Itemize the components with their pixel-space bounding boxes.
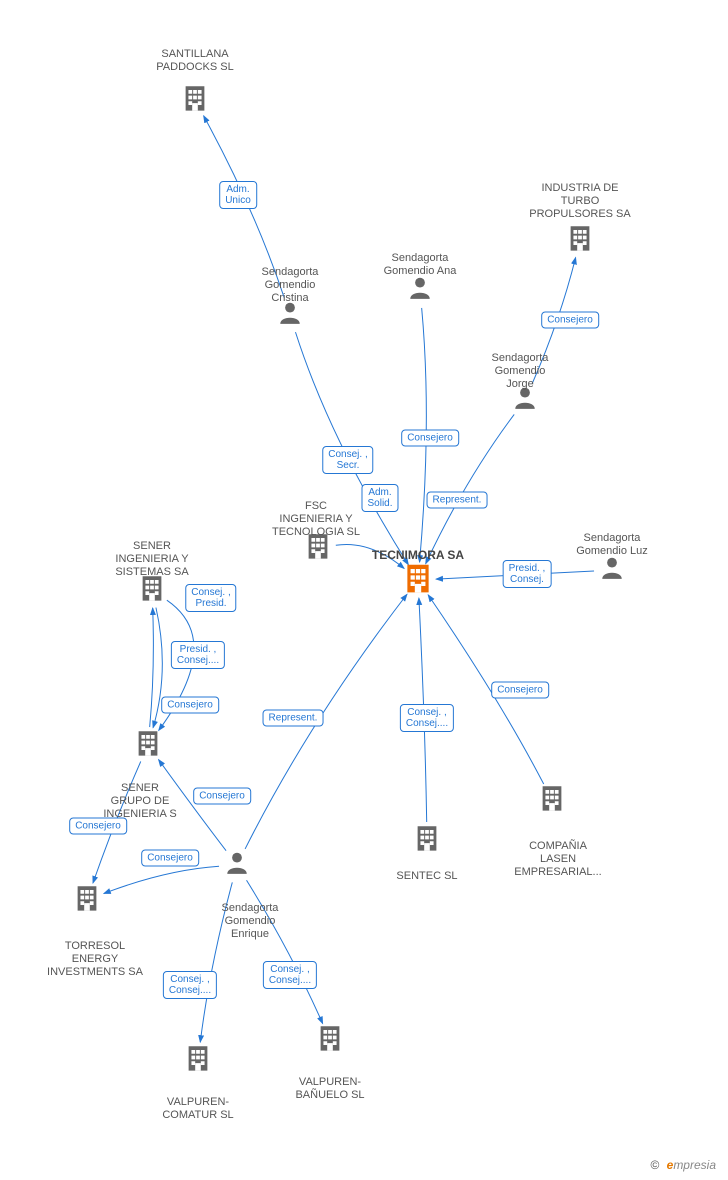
company-icon bbox=[133, 728, 163, 763]
company-icon bbox=[315, 1023, 345, 1058]
edge-label: Consej. , Consej.... bbox=[400, 704, 454, 732]
node-label: Sendagorta Gomendio Cristina bbox=[240, 266, 340, 306]
edge-label: Consej. , Presid. bbox=[185, 584, 236, 612]
company-icon bbox=[180, 83, 210, 118]
footer-copyright: © empresia bbox=[650, 1158, 716, 1172]
edge-label: Consej. , Consej.... bbox=[163, 971, 217, 999]
node-label: SANTILLANA PADDOCKS SL bbox=[130, 48, 260, 74]
node-label: SENER INGENIERIA Y SISTEMAS SA bbox=[97, 540, 207, 580]
edge-label: Adm. Unico bbox=[219, 181, 257, 209]
node-label: SENTEC SL bbox=[377, 870, 477, 883]
edge bbox=[150, 608, 154, 727]
node-label: Sendagorta Gomendio Enrique bbox=[200, 902, 300, 942]
company-icon bbox=[537, 783, 567, 818]
company-icon bbox=[401, 561, 435, 600]
node-label: Sendagorta Gomendio Jorge bbox=[470, 352, 570, 392]
edge-label: Consej. , Consej.... bbox=[263, 961, 317, 989]
edge-label: Adm. Solid. bbox=[361, 484, 398, 512]
node-label: FSC INGENIERIA Y TECNOLOGIA SL bbox=[256, 500, 376, 540]
company-icon bbox=[72, 883, 102, 918]
edge-label: Represent. bbox=[427, 492, 488, 509]
edge-label: Consejero bbox=[161, 697, 219, 714]
person-icon bbox=[407, 275, 433, 306]
company-icon bbox=[412, 823, 442, 858]
node-label: INDUSTRIA DE TURBO PROPULSORES SA bbox=[505, 182, 655, 222]
node-label: Sendagorta Gomendio Luz bbox=[557, 532, 667, 558]
person-icon bbox=[599, 555, 625, 586]
company-icon bbox=[183, 1043, 213, 1078]
brand-rest: mpresia bbox=[673, 1158, 716, 1172]
diagram-canvas bbox=[0, 0, 728, 1180]
edge-label: Consejero bbox=[69, 818, 127, 835]
edge bbox=[104, 866, 219, 893]
company-icon bbox=[565, 223, 595, 258]
node-label: TECNIMORA SA bbox=[358, 548, 478, 562]
edge-label: Consejero bbox=[193, 788, 251, 805]
node-label: COMPAÑIA LASEN EMPRESARIAL... bbox=[498, 840, 618, 880]
edge-label: Presid. , Consej. bbox=[503, 560, 552, 588]
edge-label: Consejero bbox=[491, 682, 549, 699]
edge-label: Consejero bbox=[401, 430, 459, 447]
edge-label: Represent. bbox=[263, 710, 324, 727]
person-icon bbox=[224, 850, 250, 881]
node-label: Sendagorta Gomendio Ana bbox=[365, 252, 475, 278]
node-label: VALPUREN- COMATUR SL bbox=[143, 1096, 253, 1122]
edge-label: Presid. , Consej.... bbox=[171, 641, 225, 669]
edge-label: Consejero bbox=[541, 312, 599, 329]
edge-label: Consejero bbox=[141, 850, 199, 867]
copyright-symbol: © bbox=[650, 1158, 659, 1172]
node-label: TORRESOL ENERGY INVESTMENTS SA bbox=[30, 940, 160, 980]
edge-label: Consej. , Secr. bbox=[322, 446, 373, 474]
node-label: VALPUREN- BAÑUELO SL bbox=[275, 1076, 385, 1102]
node-label: SENER GRUPO DE INGENIERIA S bbox=[90, 782, 190, 822]
